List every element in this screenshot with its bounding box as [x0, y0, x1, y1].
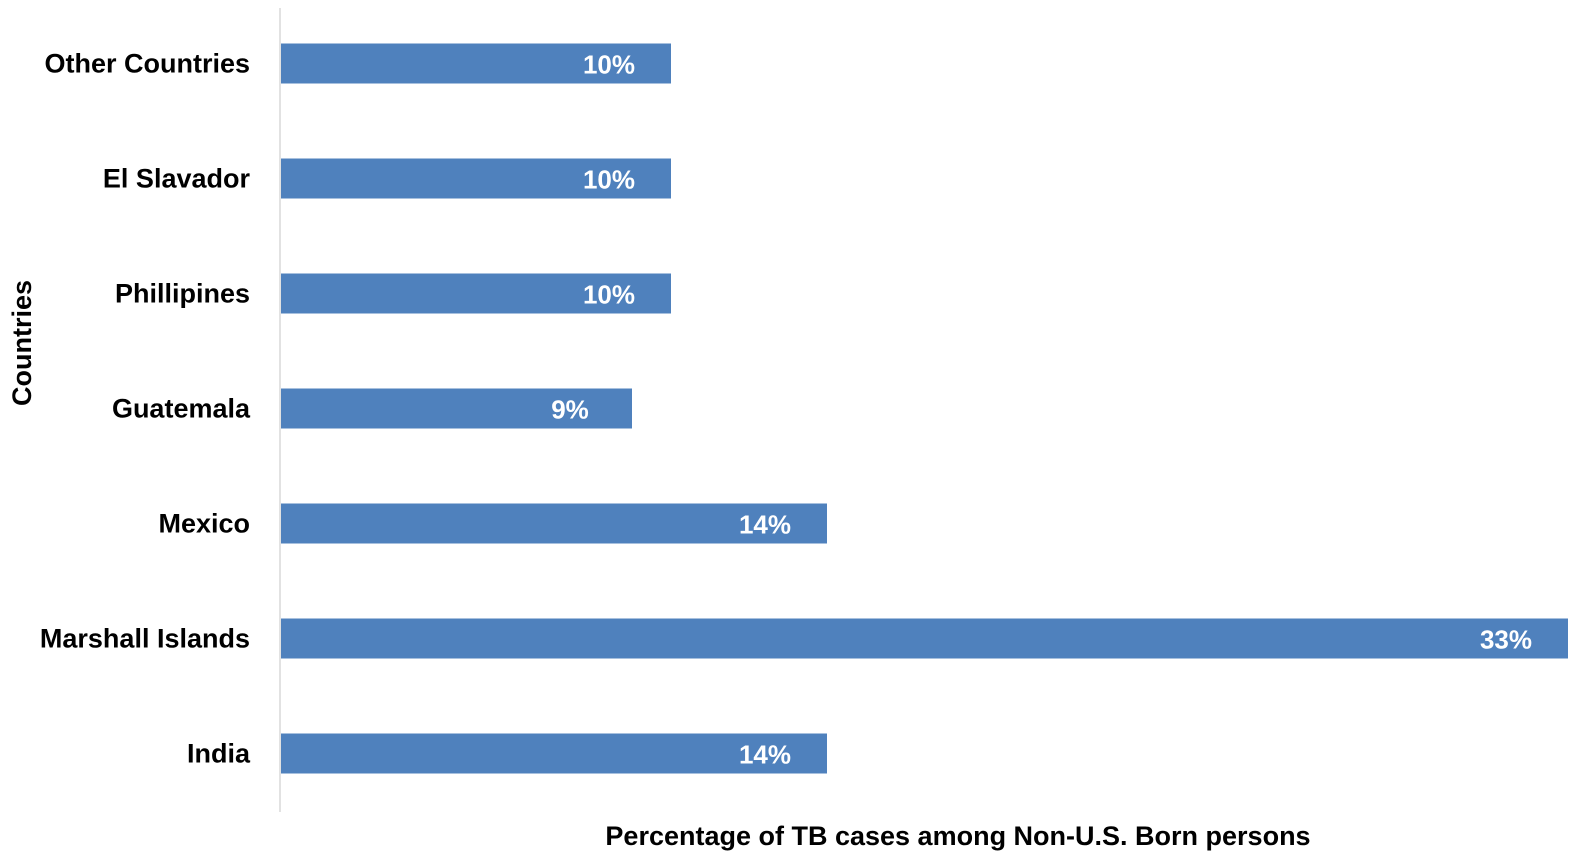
bar	[281, 733, 827, 774]
category-label: Phillipines	[115, 279, 250, 309]
category-label: Guatemala	[112, 394, 251, 424]
category-label: India	[187, 739, 251, 769]
data-label: 33%	[1480, 625, 1532, 655]
category-label: El Slavador	[103, 164, 251, 194]
category-labels: Other Countries El Slavador Phillipines Gua…	[40, 49, 251, 769]
category-label: Marshall Islands	[40, 624, 250, 654]
category-label: Mexico	[158, 509, 250, 539]
y-axis-title: Countries	[7, 280, 37, 406]
bar	[281, 503, 827, 544]
bar	[281, 158, 671, 199]
data-label: 14%	[739, 740, 791, 770]
data-label: 10%	[583, 280, 635, 310]
bar	[281, 618, 1568, 659]
bar	[281, 388, 632, 429]
data-label: 14%	[739, 510, 791, 540]
bar	[281, 273, 671, 314]
data-label: 10%	[583, 50, 635, 80]
data-label: 9%	[551, 395, 589, 425]
bar	[281, 43, 671, 84]
bars-layer	[281, 43, 1568, 774]
data-labels: 10% 10% 10% 9% 14% 33% 14%	[551, 50, 1532, 770]
category-label: Other Countries	[44, 49, 250, 79]
x-axis-title: Percentage of TB cases among Non-U.S. Bo…	[605, 821, 1310, 851]
data-label: 10%	[583, 165, 635, 195]
